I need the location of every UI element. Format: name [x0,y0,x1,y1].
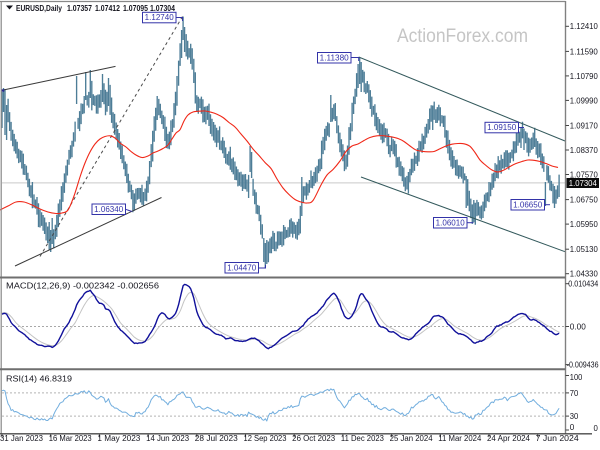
svg-text:26 Oct 2023: 26 Oct 2023 [292,434,335,443]
svg-text:28 Jul 2023: 28 Jul 2023 [195,434,238,443]
svg-text:0.00: 0.00 [570,322,587,331]
svg-text:100: 100 [570,373,583,382]
svg-text:16 Mar 2023: 16 Mar 2023 [49,434,92,443]
svg-text:MACD(12,26,9) -0.002342 -0.002: MACD(12,26,9) -0.002342 -0.002656 [6,282,159,291]
svg-text:1.05130: 1.05130 [570,245,599,254]
svg-text:11 Mar 2024: 11 Mar 2024 [438,434,482,443]
svg-text:1.07304: 1.07304 [569,179,598,188]
svg-text:RSI(14) 46.8319: RSI(14) 46.8319 [6,375,72,384]
svg-text:1.06340: 1.06340 [94,205,124,214]
svg-text:1.09150: 1.09150 [487,123,517,132]
svg-text:1.04330: 1.04330 [570,270,599,279]
svg-text:14 Jun 2023: 14 Jun 2023 [146,434,189,443]
svg-text:12 Sep 2023: 12 Sep 2023 [244,434,287,443]
svg-text:1.07304: 1.07304 [150,4,176,13]
svg-text:1.06750: 1.06750 [570,196,599,205]
svg-text:11 Dec 2023: 11 Dec 2023 [341,434,384,443]
svg-text:70: 70 [570,389,579,398]
svg-text:-0.009436: -0.009436 [567,361,599,370]
svg-text:1.08370: 1.08370 [570,146,599,155]
svg-text:1.09990: 1.09990 [570,96,599,105]
svg-text:1 May 2023: 1 May 2023 [97,434,140,443]
svg-text:1.06650: 1.06650 [513,200,543,209]
svg-text:1.07357: 1.07357 [67,4,92,13]
svg-text:25 Jan 2024: 25 Jan 2024 [390,434,434,443]
svg-text:1.12740: 1.12740 [145,13,175,22]
svg-text:30: 30 [570,412,579,421]
svg-text:1.11590: 1.11590 [570,47,599,56]
svg-text:31 Jan 2023: 31 Jan 2023 [0,434,43,443]
svg-text:ActionForex.com: ActionForex.com [397,26,528,47]
svg-text:1.04470: 1.04470 [227,263,257,272]
svg-text:0: 0 [570,423,575,432]
svg-text:1.10790: 1.10790 [570,72,599,81]
svg-text:1.11380: 1.11380 [320,53,350,62]
svg-text:24 Apr 2024: 24 Apr 2024 [487,434,531,443]
svg-text:1.09170: 1.09170 [570,121,599,130]
svg-text:1.07095: 1.07095 [123,4,149,13]
svg-text:1.12410: 1.12410 [570,22,599,31]
svg-text:7 Jun 2024: 7 Jun 2024 [536,434,580,443]
svg-text:EURUSD,Daily: EURUSD,Daily [16,4,63,13]
svg-text:1.05950: 1.05950 [570,220,599,229]
svg-text:1.06010: 1.06010 [436,218,466,227]
svg-text:1.07412: 1.07412 [95,4,121,13]
svg-text:1.07570: 1.07570 [570,170,599,179]
svg-text:0: 0 [594,424,599,433]
svg-text:0.010434: 0.010434 [568,280,599,289]
